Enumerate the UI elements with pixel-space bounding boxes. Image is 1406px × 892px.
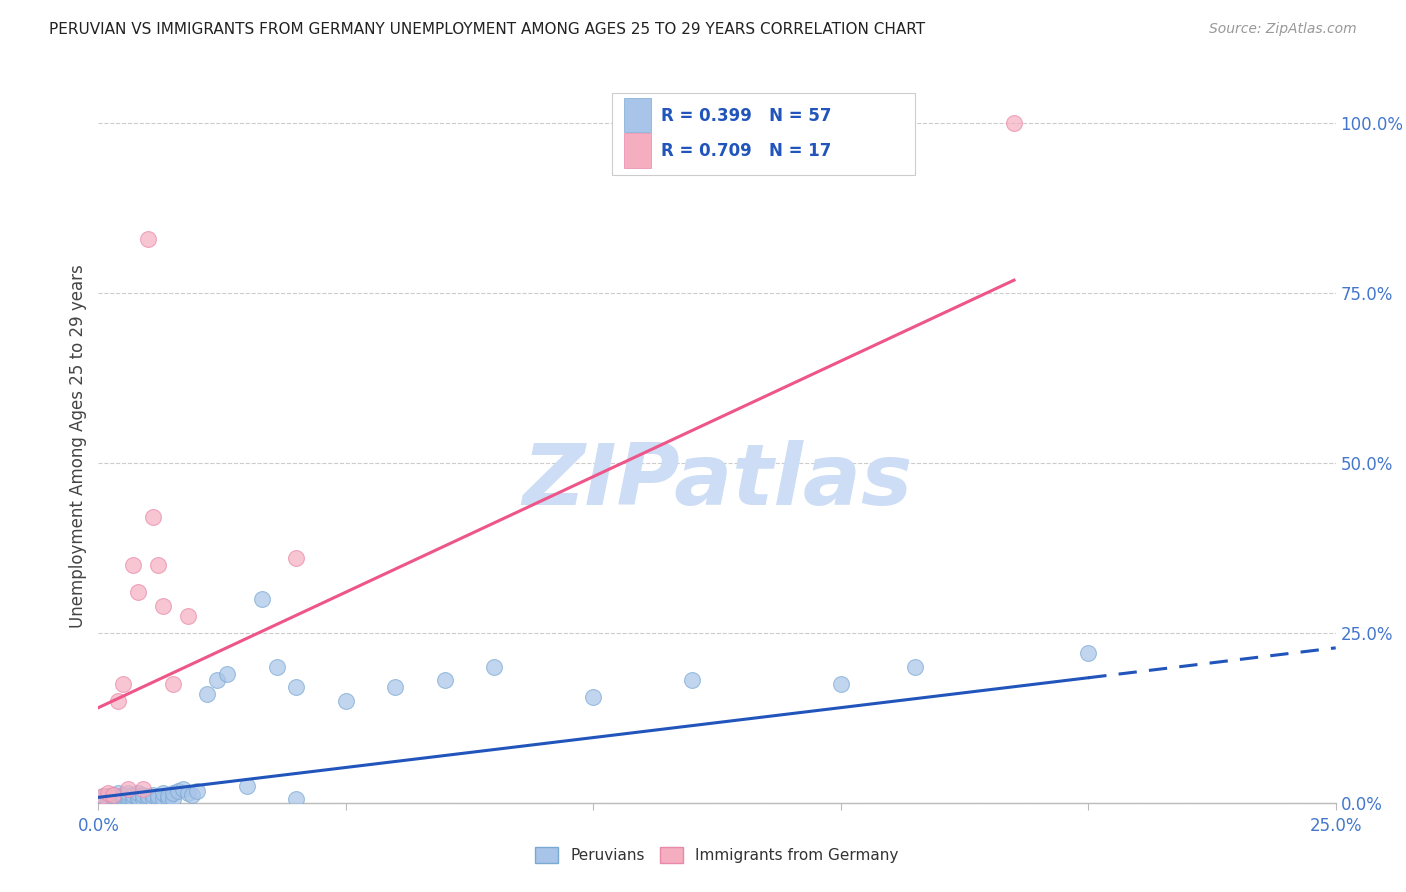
Point [93, 789, 115, 803]
Bar [624, 98, 651, 132]
Point [1002, 116, 1025, 130]
Point [107, 786, 129, 800]
Point [93, 789, 115, 803]
Point [103, 792, 125, 806]
Point [97, 786, 120, 800]
Point [122, 792, 145, 806]
Point [97, 789, 120, 803]
Point [162, 792, 184, 806]
Point [181, 788, 204, 802]
Point [103, 788, 125, 802]
Point [132, 782, 155, 797]
Point [1077, 646, 1099, 660]
Point [107, 792, 129, 806]
Point [176, 786, 198, 800]
Point [97, 792, 120, 806]
Point [142, 792, 165, 806]
Point [152, 786, 174, 800]
Point [146, 558, 169, 572]
Point [156, 789, 179, 803]
Point [136, 792, 159, 806]
Point [127, 786, 149, 800]
Point [122, 788, 145, 802]
Point [117, 792, 139, 806]
Point [266, 660, 288, 674]
Point [285, 551, 308, 566]
Point [146, 789, 169, 803]
Point [250, 591, 273, 606]
Text: R = 0.709   N = 17: R = 0.709 N = 17 [661, 143, 832, 161]
Point [176, 608, 198, 623]
Point [484, 660, 506, 674]
Point [112, 790, 135, 805]
Point [162, 786, 184, 800]
Text: ZIPatlas: ZIPatlas [522, 440, 912, 524]
Point [162, 677, 184, 691]
Legend: Peruvians, Immigrants from Germany: Peruvians, Immigrants from Germany [536, 847, 898, 863]
Point [166, 783, 188, 797]
Point [285, 792, 308, 806]
Point [217, 666, 239, 681]
Y-axis label: Unemployment Among Ages 25 to 29 years: Unemployment Among Ages 25 to 29 years [69, 264, 87, 628]
Text: PERUVIAN VS IMMIGRANTS FROM GERMANY UNEMPLOYMENT AMONG AGES 25 TO 29 YEARS CORRE: PERUVIAN VS IMMIGRANTS FROM GERMANY UNEM… [49, 22, 925, 37]
Point [127, 790, 149, 805]
Point [93, 792, 115, 806]
Point [103, 788, 125, 802]
FancyBboxPatch shape [612, 93, 915, 175]
Bar [624, 134, 651, 168]
Point [107, 694, 129, 708]
Point [142, 510, 165, 524]
Point [107, 790, 129, 805]
Point [681, 673, 703, 688]
Point [205, 673, 228, 688]
Point [152, 792, 174, 806]
Point [335, 694, 357, 708]
Point [146, 792, 169, 806]
Point [112, 788, 135, 802]
Point [236, 779, 259, 793]
Point [136, 232, 159, 246]
Point [384, 680, 406, 694]
Point [136, 789, 159, 803]
Point [132, 792, 155, 806]
Text: Source: ZipAtlas.com: Source: ZipAtlas.com [1209, 22, 1357, 37]
Point [117, 782, 139, 797]
Point [132, 788, 155, 802]
Point [127, 585, 149, 599]
Point [112, 677, 135, 691]
Point [830, 677, 852, 691]
Point [195, 687, 218, 701]
Point [152, 599, 174, 613]
Point [582, 690, 605, 705]
Point [156, 792, 179, 806]
Point [117, 786, 139, 800]
Point [172, 782, 194, 797]
Point [186, 783, 208, 797]
Point [122, 558, 145, 572]
Point [127, 792, 149, 806]
Point [904, 660, 927, 674]
Text: R = 0.399   N = 57: R = 0.399 N = 57 [661, 107, 832, 125]
Point [433, 673, 456, 688]
Point [142, 788, 165, 802]
Point [103, 790, 125, 805]
Point [117, 789, 139, 803]
Point [285, 680, 308, 694]
Point [112, 792, 135, 806]
